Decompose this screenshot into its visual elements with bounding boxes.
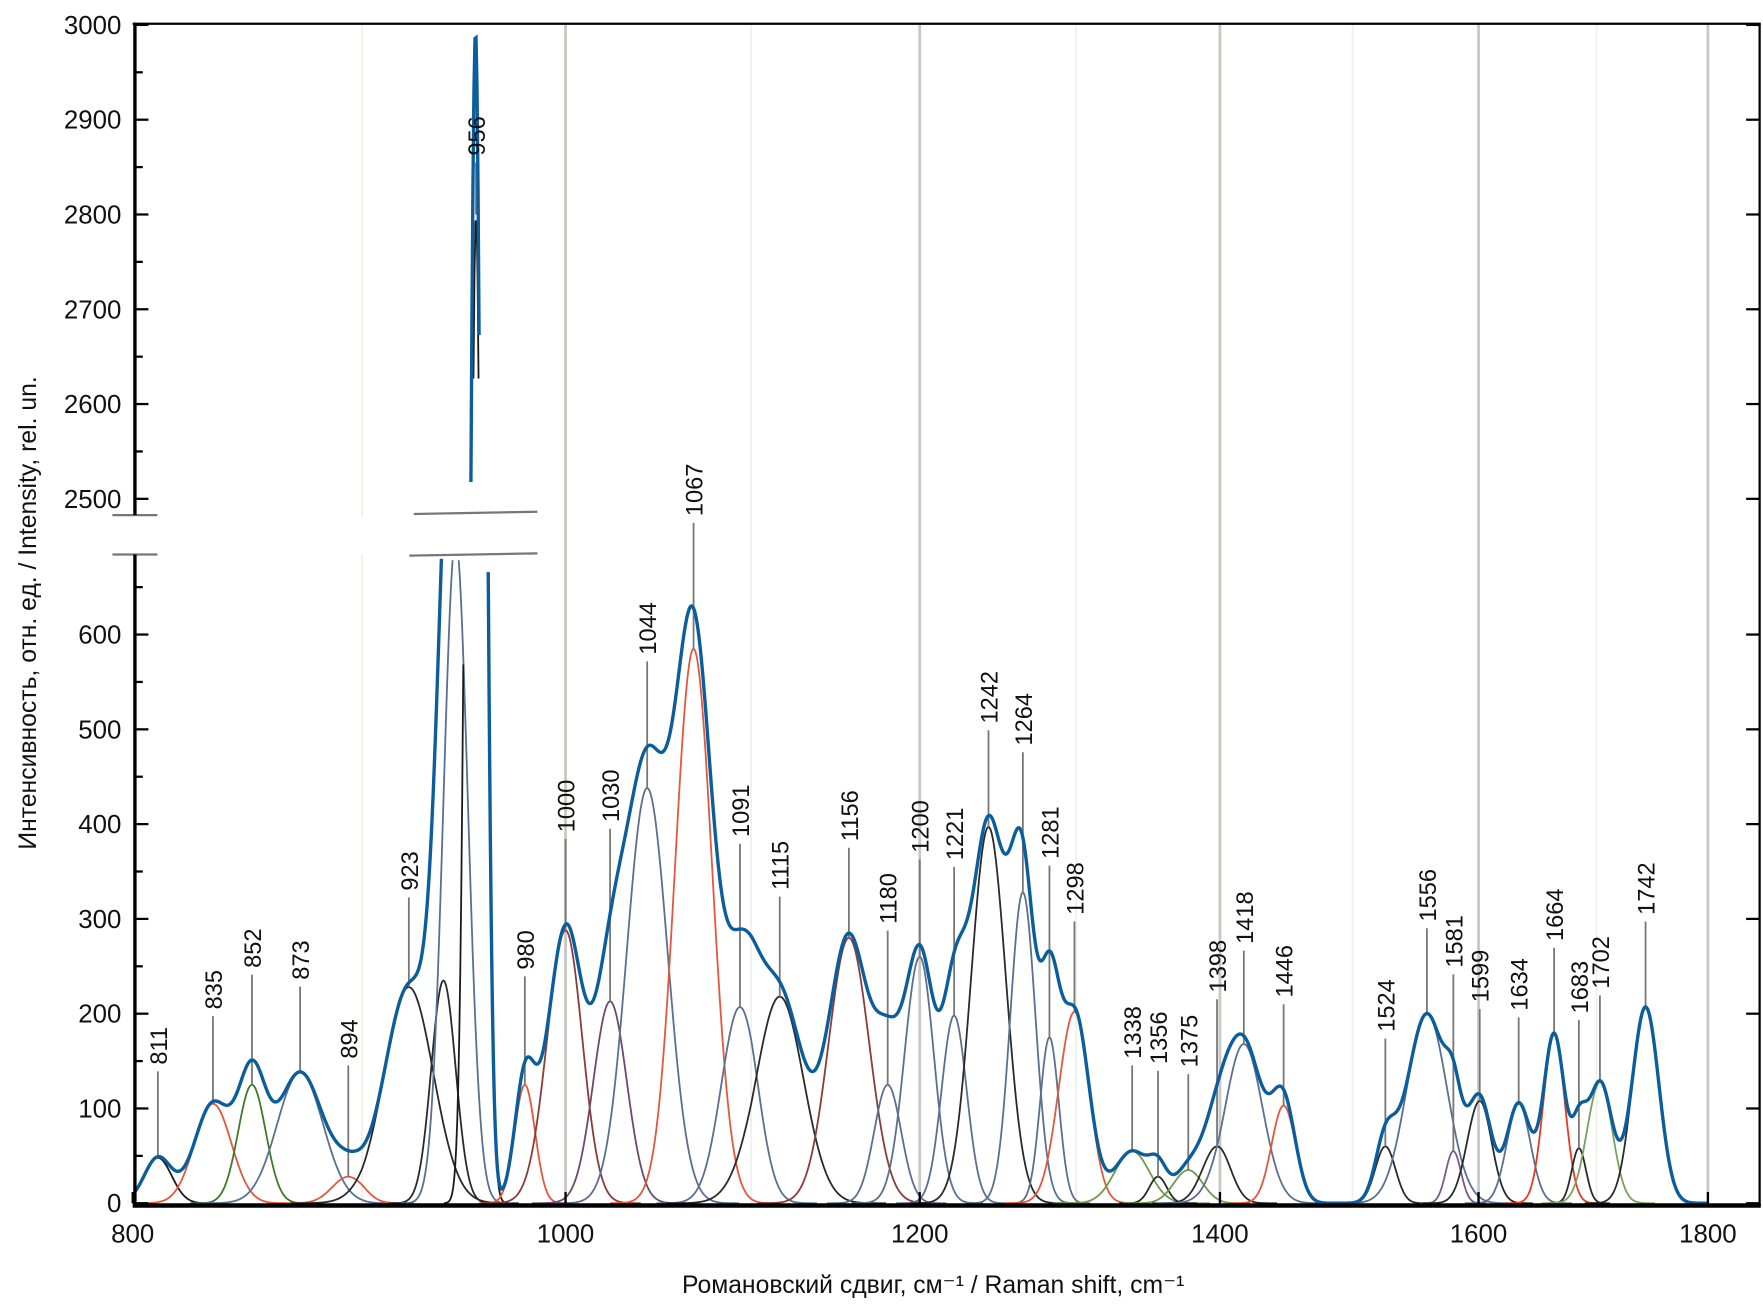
y-tick-label: 2800 [64,201,122,229]
component-peak-1634 [1464,1102,1572,1205]
peak-label: 1398 [1206,940,1232,993]
component-peak-923 [290,986,519,1205]
peak-label: 1742 [1635,862,1661,915]
peak-leader-lines [157,162,1647,1177]
break-mark [413,510,538,516]
peak-label: 873 [289,940,315,979]
peak-label: 1338 [1121,1006,1147,1059]
peak-label: 980 [514,930,540,969]
y-tick-label: 200 [78,1001,121,1029]
peak-label: 956 [465,116,491,155]
component-peak-1156 [757,936,939,1205]
peak-label: 811 [147,1027,173,1065]
peak-label: 1702 [1589,936,1615,989]
envelope-curve [131,34,1708,1205]
peak-label: 1524 [1374,979,1400,1032]
x-axis-title: Романовский сдвиг, см⁻¹ / Raman shift, c… [682,1272,1184,1299]
x-tick-label: 1600 [1450,1221,1508,1249]
component-peak-1067 [610,647,775,1205]
peak-label: 1683 [1568,961,1594,1014]
peak-labels: 811 835 852 873 894 923 956 980 1000 1030 1044 1067… [147,116,1661,1067]
peak-label: 1581 [1442,915,1468,968]
component-peak-980 [479,1083,571,1205]
component-peak-1030 [531,1000,686,1205]
peak-label: 1599 [1469,950,1495,1003]
peak-label: 1556 [1416,869,1442,922]
component-peak-852 [190,1083,314,1205]
tick-labels: 800 1000 1200 1400 1600 1800 0 100 200 300 400 500 6… [64,12,1760,1249]
peak-label: 1091 [729,784,755,837]
component-peak-1742 [1584,1006,1706,1205]
component-peak-1599 [1423,1099,1533,1205]
peak-label: 1180 [877,873,903,924]
y-tick-label: 100 [78,1095,121,1123]
peak-label: 1281 [1038,806,1064,859]
peak-label: 1067 [683,464,709,517]
peak-label: 1242 [977,671,1003,724]
peak-label: 852 [241,928,267,967]
component-peak-1418 [1155,1043,1328,1205]
peak-label: 1200 [909,800,935,853]
peak-label: 1664 [1543,889,1569,942]
component-peak-1281 [1007,1036,1091,1205]
component-peak-1044 [554,787,740,1205]
peak-label: 1221 [943,808,969,861]
peak-label: 1044 [636,602,662,655]
component-peak-1091 [656,1006,817,1205]
peak-label: 1446 [1273,945,1299,998]
peak-label: 1115 [769,841,795,890]
peak-label: 1156 [838,790,864,841]
y-tick-label: 2900 [64,107,122,135]
component-peak-1298 [1004,1010,1140,1205]
y-tick-label: 2600 [64,391,122,419]
peak-label: 1356 [1147,1012,1173,1065]
component-peak-c6 [388,979,499,1205]
component-peak-1556 [1335,1012,1516,1205]
peak-label: 1030 [599,769,625,822]
x-tick-label: 800 [111,1221,154,1249]
axes [132,22,1761,1208]
break-mark [409,552,538,557]
y-tick-label: 0 [107,1190,121,1218]
y-axis-title: Интенсивность, отн. ед. / Intensity, rel… [15,376,42,849]
component-peak-1702 [1541,1081,1656,1205]
component-peak-1000 [483,929,641,1205]
x-tick-label: 1400 [1191,1221,1249,1249]
component-peak-1264 [966,891,1079,1205]
component-peak-1242 [910,825,1066,1205]
component-peak-1115 [665,995,886,1205]
x-tick-label: 1800 [1679,1221,1737,1249]
grid-lines [361,24,1710,1204]
y-tick-label: 3000 [64,12,122,40]
y-tick-label: 400 [78,811,121,839]
component-peak-1180 [826,1083,947,1205]
x-tick-label: 1200 [891,1221,949,1249]
y-tick-label: 300 [78,906,121,934]
axis-break-gap [112,514,540,557]
peak-label: 923 [398,851,424,890]
peak-label: 1375 [1177,1015,1203,1068]
component-peak-894 [276,1175,414,1205]
peak-label: 1418 [1233,891,1259,944]
peak-label: 1264 [1012,693,1038,746]
y-tick-label: 2500 [64,486,122,514]
peak-label: 1298 [1063,862,1089,915]
peak-label: 894 [337,1019,363,1058]
x-tick-label: 1000 [537,1221,595,1249]
y-tick-label: 600 [78,622,121,650]
component-peak-811 [131,1156,220,1205]
peak-label: 1634 [1508,958,1534,1011]
y-tick-label: 500 [78,716,121,744]
component-peak-835 [132,1102,296,1205]
peak-label: 835 [202,970,228,1009]
y-tick-label: 2700 [64,296,122,324]
peak-label: 1000 [555,780,581,833]
component-peak-1221 [896,1014,1011,1205]
